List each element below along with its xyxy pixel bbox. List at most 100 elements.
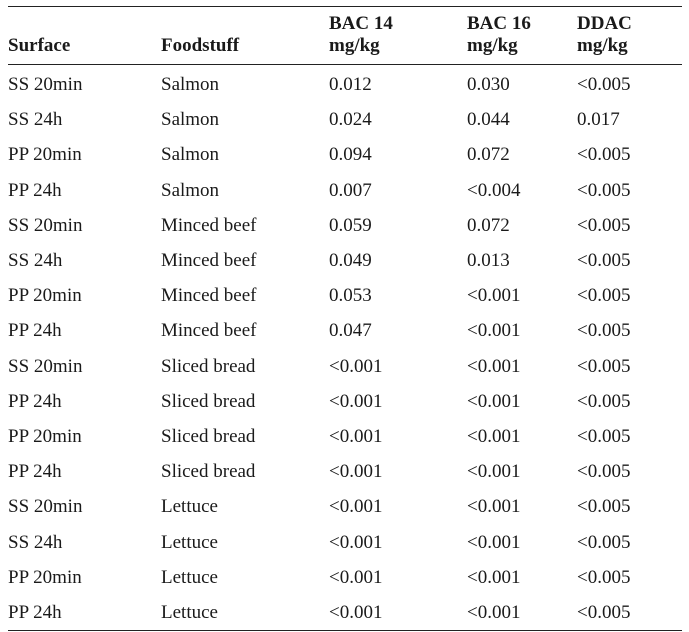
cell-ddac: <0.005 [577, 285, 631, 307]
cell-foodstuff: Salmon [161, 144, 220, 166]
cell-bac16: <0.001 [467, 496, 521, 518]
cell-ddac: <0.005 [577, 320, 631, 342]
cell-bac16: <0.004 [467, 179, 521, 201]
cell-foodstuff: Sliced bread [161, 461, 256, 483]
cell-bac14: 0.053 [329, 285, 372, 307]
cell-bac16: 0.072 [467, 214, 510, 236]
cell-surface: SS 24h [8, 109, 63, 131]
cell-surface: PP 24h [8, 601, 62, 623]
cell-foodstuff: Lettuce [161, 496, 218, 518]
cell-foodstuff: Lettuce [161, 566, 218, 588]
table-row: SS 20min Minced beef 0.059 0.072 <0.005 [8, 208, 682, 243]
cell-surface: SS 20min [8, 74, 83, 96]
cell-surface: SS 20min [8, 214, 83, 236]
cell-bac16: <0.001 [467, 531, 521, 553]
table-row: PP 20min Sliced bread <0.001 <0.001 <0.005 [8, 419, 682, 454]
cell-ddac: <0.005 [577, 390, 631, 412]
cell-bac16: 0.013 [467, 250, 510, 272]
cell-bac14: 0.094 [329, 144, 372, 166]
table-row: PP 20min Minced beef 0.053 <0.001 <0.005 [8, 278, 682, 313]
cell-ddac: <0.005 [577, 601, 631, 623]
header-ddac: DDAC mg/kg [577, 7, 682, 65]
header-bac16-line1: BAC 16 [467, 13, 531, 34]
cell-bac14: 0.024 [329, 109, 372, 131]
cell-surface: PP 20min [8, 425, 82, 447]
cell-foodstuff: Sliced bread [161, 390, 256, 412]
cell-bac16: <0.001 [467, 601, 521, 623]
header-row: Surface Foodstuff BAC 14 mg/kg BAC 16 mg… [8, 6, 682, 65]
cell-surface: SS 24h [8, 250, 63, 272]
cell-bac16: <0.001 [467, 355, 521, 377]
cell-ddac: 0.017 [577, 109, 620, 131]
header-surface-line1: Surface [8, 35, 71, 56]
header-ddac-line2: mg/kg [577, 35, 628, 56]
cell-bac14: <0.001 [329, 496, 383, 518]
cell-ddac: <0.005 [577, 144, 631, 166]
cell-foodstuff: Lettuce [161, 531, 218, 553]
cell-foodstuff: Salmon [161, 109, 220, 131]
cell-ddac: <0.005 [577, 566, 631, 588]
table-row: SS 24h Salmon 0.024 0.044 0.017 [8, 102, 682, 137]
table-body: SS 20min Salmon 0.012 0.030 <0.005 SS 24h Salm… [8, 65, 682, 631]
cell-bac16: <0.001 [467, 566, 521, 588]
cell-bac14: <0.001 [329, 425, 383, 447]
table-row: PP 24h Minced beef 0.047 <0.001 <0.005 [8, 313, 682, 348]
header-bac14: BAC 14 mg/kg [329, 7, 467, 65]
cell-bac14: <0.001 [329, 355, 383, 377]
header-bac16: BAC 16 mg/kg [467, 7, 577, 65]
header-bac16-line2: mg/kg [467, 35, 518, 56]
table-row: PP 24h Sliced bread <0.001 <0.001 <0.005 [8, 384, 682, 419]
cell-surface: PP 24h [8, 390, 62, 412]
cell-bac14: 0.007 [329, 179, 372, 201]
table-row: PP 24h Lettuce <0.001 <0.001 <0.005 [8, 595, 682, 631]
cell-surface: PP 24h [8, 179, 62, 201]
cell-surface: PP 20min [8, 566, 82, 588]
cell-bac14: <0.001 [329, 566, 383, 588]
cell-bac14: 0.012 [329, 74, 372, 96]
cell-foodstuff: Minced beef [161, 250, 257, 272]
cell-foodstuff: Sliced bread [161, 425, 256, 447]
table-row: SS 24h Lettuce <0.001 <0.001 <0.005 [8, 524, 682, 559]
cell-bac14: 0.059 [329, 214, 372, 236]
cell-bac14: 0.049 [329, 250, 372, 272]
residue-table-container: Surface Foodstuff BAC 14 mg/kg BAC 16 mg… [8, 6, 682, 631]
cell-bac14: 0.047 [329, 320, 372, 342]
cell-bac14: <0.001 [329, 461, 383, 483]
cell-ddac: <0.005 [577, 355, 631, 377]
cell-surface: PP 24h [8, 320, 62, 342]
cell-foodstuff: Salmon [161, 179, 220, 201]
table-row: PP 20min Lettuce <0.001 <0.001 <0.005 [8, 560, 682, 595]
table-row: SS 20min Salmon 0.012 0.030 <0.005 [8, 65, 682, 103]
cell-ddac: <0.005 [577, 179, 631, 201]
cell-bac14: <0.001 [329, 531, 383, 553]
header-foodstuff: Foodstuff [161, 7, 329, 65]
cell-ddac: <0.005 [577, 214, 631, 236]
cell-bac16: 0.072 [467, 144, 510, 166]
table-row: SS 24h Minced beef 0.049 0.013 <0.005 [8, 243, 682, 278]
cell-surface: PP 20min [8, 285, 82, 307]
table-row: SS 20min Lettuce <0.001 <0.001 <0.005 [8, 489, 682, 524]
cell-surface: PP 20min [8, 144, 82, 166]
cell-surface: SS 24h [8, 531, 63, 553]
header-surface: Surface [8, 7, 161, 65]
residue-table: Surface Foodstuff BAC 14 mg/kg BAC 16 mg… [8, 6, 682, 631]
cell-bac16: <0.001 [467, 320, 521, 342]
header-bac14-line2: mg/kg [329, 35, 380, 56]
cell-bac16: 0.030 [467, 74, 510, 96]
cell-foodstuff: Minced beef [161, 320, 257, 342]
cell-ddac: <0.005 [577, 531, 631, 553]
cell-bac16: <0.001 [467, 425, 521, 447]
cell-surface: SS 20min [8, 496, 83, 518]
cell-foodstuff: Lettuce [161, 601, 218, 623]
cell-foodstuff: Sliced bread [161, 355, 256, 377]
cell-bac14: <0.001 [329, 601, 383, 623]
cell-ddac: <0.005 [577, 496, 631, 518]
cell-bac16: <0.001 [467, 285, 521, 307]
cell-bac16: 0.044 [467, 109, 510, 131]
header-ddac-line1: DDAC [577, 13, 632, 34]
table-header: Surface Foodstuff BAC 14 mg/kg BAC 16 mg… [8, 6, 682, 65]
header-bac14-line1: BAC 14 [329, 13, 393, 34]
cell-foodstuff: Minced beef [161, 285, 257, 307]
table-row: PP 24h Salmon 0.007 <0.004 <0.005 [8, 173, 682, 208]
cell-bac16: <0.001 [467, 461, 521, 483]
